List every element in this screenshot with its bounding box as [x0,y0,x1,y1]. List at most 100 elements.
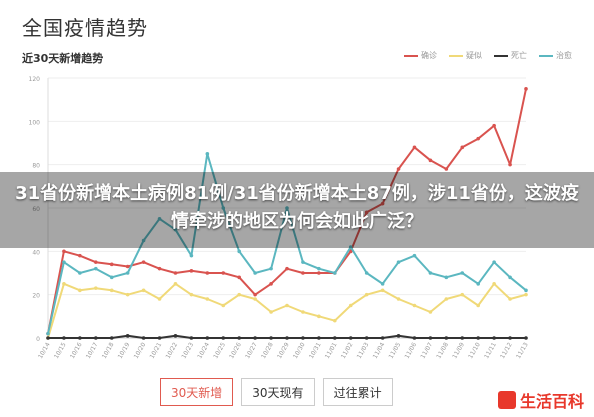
watermark: 生活百科 [497,388,584,412]
data-point [476,136,481,141]
x-tick-label: 11/09 [451,341,466,360]
data-point [492,282,496,286]
data-point [253,271,257,275]
data-point [412,145,417,150]
data-point [205,152,210,156]
data-point [301,310,305,314]
data-point [94,266,98,271]
legend-swatch-cured [539,54,553,57]
data-point [412,253,417,258]
data-point [444,167,449,171]
legend-item-cured[interactable]: 治愈 [539,50,572,61]
x-tick-label: 10/15 [53,341,68,360]
data-point [78,336,82,340]
chart-legend: 确诊 疑似 死亡 治愈 [404,50,572,61]
data-point [173,334,178,338]
x-tick-label: 11/04 [372,341,387,360]
x-tick-label: 11/05 [388,341,403,360]
data-point [524,288,528,293]
data-point [62,282,66,286]
legend-swatch-confirmed [404,54,418,57]
watermark-logo-icon [497,391,516,409]
data-point [333,336,337,340]
data-point [221,336,226,340]
data-point [221,303,226,308]
x-tick-label: 10/14 [37,341,52,360]
data-point [348,303,353,308]
data-point [189,269,194,273]
x-tick-label: 10/28 [260,341,275,360]
data-point [348,245,353,249]
data-point [396,334,401,338]
data-point [285,303,289,308]
data-point [173,271,178,275]
headline-overlay [0,172,594,248]
x-tick-label: 11/01 [324,341,339,360]
tab-30day-new[interactable]: 30天新增 [160,378,234,406]
data-point [125,334,130,338]
data-point [348,336,353,340]
legend-item-deaths[interactable]: 死亡 [494,50,527,61]
legend-label-deaths: 死亡 [511,51,527,60]
data-point [285,266,289,271]
legend-label-confirmed: 确诊 [421,51,437,60]
data-point [109,275,114,280]
data-point [269,310,273,314]
data-point [173,227,178,232]
data-point [380,201,385,206]
data-point [301,260,305,264]
data-point [157,336,162,340]
data-point [508,162,512,167]
data-point [396,260,401,264]
x-tick-label: 11/11 [483,341,498,360]
data-point [524,292,528,297]
data-point [62,249,66,254]
data-point [269,336,273,340]
x-tick-label: 10/21 [149,341,164,360]
tab-30day-current[interactable]: 30天现有 [241,378,315,406]
x-tick-label: 10/29 [276,341,291,360]
data-point [237,292,241,297]
data-point [157,217,162,221]
legend-item-suspected[interactable]: 疑似 [449,50,482,61]
data-point [285,206,289,210]
data-point [285,336,289,340]
data-point [141,336,146,340]
x-tick-label: 10/18 [101,341,116,360]
data-point [109,288,114,293]
data-point [444,297,449,301]
tab-cumulative[interactable]: 过往累计 [322,378,393,406]
headline: 31省份新增本土病例81例/31省份新增本土87例，涉11省份，这波疫情牵涉的地… [15,183,579,232]
data-point [78,288,82,293]
data-point [189,292,194,297]
y-tick-label: 20 [32,293,40,300]
data-point [317,336,321,340]
data-point [364,210,369,215]
x-tick-label: 11/03 [356,341,371,360]
legend-item-confirmed[interactable]: 确诊 [404,50,437,61]
data-point [460,271,465,275]
x-tick-label: 10/26 [228,341,243,360]
data-point [125,292,130,297]
data-point [62,336,66,340]
data-point [157,297,162,301]
range-tabs: 30天新增 30天现有 过往累计 [160,378,393,406]
y-tick-label: 120 [29,76,41,83]
data-point [205,336,210,340]
data-point [524,336,528,340]
x-tick-label: 11/02 [340,341,355,360]
x-tick-label: 11/13 [515,341,530,360]
series-line-1 [47,282,527,339]
data-point [476,303,481,308]
data-point [476,336,481,340]
data-point [253,292,257,297]
data-point [428,158,433,163]
legend-swatch-deaths [494,54,508,57]
data-point [237,249,241,254]
x-tick-label: 10/23 [180,341,195,360]
data-point [492,336,496,340]
data-point [269,282,273,286]
x-tick-label: 10/27 [244,341,259,360]
data-point [364,336,369,340]
